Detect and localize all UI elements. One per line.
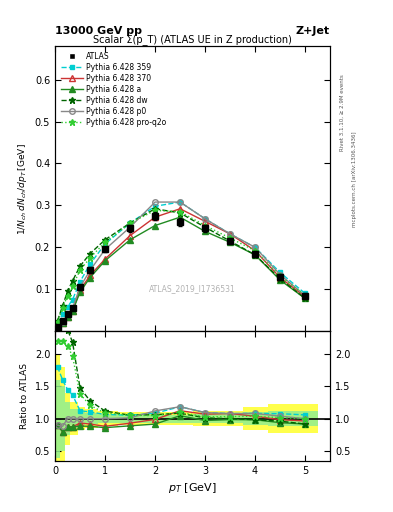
Y-axis label: Ratio to ATLAS: Ratio to ATLAS	[20, 363, 29, 429]
Y-axis label: $1/N_{ch}\,dN_{ch}/dp_T\,[\mathrm{GeV}]$: $1/N_{ch}\,dN_{ch}/dp_T\,[\mathrm{GeV}]$	[16, 143, 29, 234]
X-axis label: $p_T$ [GeV]: $p_T$ [GeV]	[168, 481, 217, 495]
Text: mcplots.cern.ch [arXiv:1306.3436]: mcplots.cern.ch [arXiv:1306.3436]	[352, 132, 357, 227]
Legend: ATLAS, Pythia 6.428 359, Pythia 6.428 370, Pythia 6.428 a, Pythia 6.428 dw, Pyth: ATLAS, Pythia 6.428 359, Pythia 6.428 37…	[59, 50, 169, 129]
Text: Rivet 3.1.10, ≥ 2.9M events: Rivet 3.1.10, ≥ 2.9M events	[340, 74, 345, 151]
Text: ATLAS_2019_I1736531: ATLAS_2019_I1736531	[149, 284, 236, 293]
Title: Scalar Σ(p_T) (ATLAS UE in Z production): Scalar Σ(p_T) (ATLAS UE in Z production)	[93, 34, 292, 45]
Text: Z+Jet: Z+Jet	[296, 26, 330, 36]
Text: 13000 GeV pp: 13000 GeV pp	[55, 26, 142, 36]
